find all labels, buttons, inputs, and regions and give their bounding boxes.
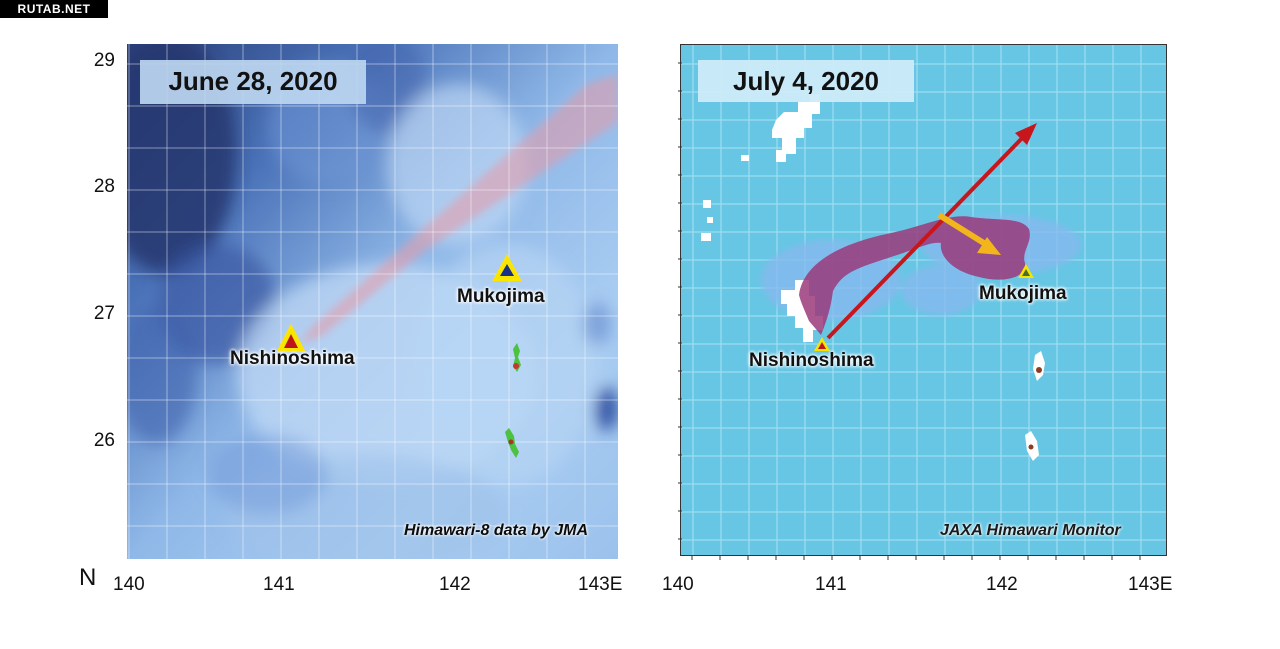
- north-label: N: [79, 564, 97, 591]
- satellite-map-july-4: [680, 44, 1167, 556]
- image-credit: JAXA Himawari Monitor: [940, 522, 1121, 539]
- lon-tick-143e: 143E: [578, 574, 623, 595]
- satellite-map-june-28: [127, 44, 618, 559]
- date-label: July 4, 2020: [698, 60, 914, 102]
- volcano-triangle-icon: [1018, 264, 1034, 278]
- lon-tick-143e: 143E: [1128, 574, 1173, 595]
- volcano-triangle-icon: [492, 254, 522, 281]
- label-mukojima: Mukojima: [457, 286, 545, 307]
- lon-tick-140: 140: [113, 574, 145, 595]
- lat-tick-27: 27: [93, 303, 115, 324]
- lat-tick-29: 29: [93, 50, 115, 71]
- label-nishinoshima: Nishinoshima: [749, 350, 874, 371]
- volcano-triangle-icon: [276, 324, 306, 352]
- label-mukojima: Mukojima: [979, 283, 1067, 304]
- island-cluster: [505, 343, 521, 458]
- image-credit: Himawari-8 data by JMA: [404, 522, 589, 539]
- watermark: RUTAB.NET: [0, 0, 108, 18]
- bottom-tick-marks: [691, 556, 1141, 560]
- lon-tick-141: 141: [815, 574, 847, 595]
- date-label: June 28, 2020: [140, 60, 366, 104]
- lon-tick-142: 142: [439, 574, 471, 595]
- volcano-triangle-icon: [814, 337, 830, 351]
- label-nishinoshima: Nishinoshima: [230, 348, 355, 369]
- lat-tick-26: 26: [93, 430, 115, 451]
- lat-tick-28: 28: [93, 176, 115, 197]
- lon-tick-142: 142: [986, 574, 1018, 595]
- lon-tick-140: 140: [662, 574, 694, 595]
- lon-tick-141: 141: [263, 574, 295, 595]
- left-tick-marks: [678, 62, 682, 540]
